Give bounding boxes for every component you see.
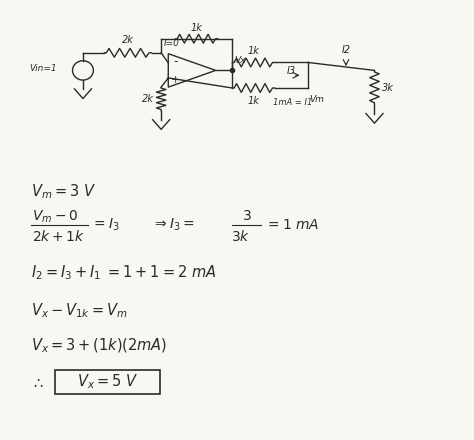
Text: $3$: $3$ — [242, 209, 251, 224]
Text: 1k: 1k — [247, 96, 260, 106]
Text: 1k: 1k — [191, 22, 203, 33]
Text: Vm: Vm — [309, 95, 324, 103]
Text: $V_m - 0$: $V_m - 0$ — [32, 208, 78, 225]
Text: +: + — [171, 75, 180, 84]
Text: $\therefore$: $\therefore$ — [31, 375, 44, 390]
Text: $I_2 = I_3 + I_1 \; = 1 + 1 = 2\ mA$: $I_2 = I_3 + I_1 \; = 1 + 1 = 2\ mA$ — [31, 264, 216, 282]
Text: I=0: I=0 — [164, 40, 179, 48]
Text: -: - — [173, 55, 178, 68]
Text: 1k: 1k — [247, 46, 260, 56]
Text: I2: I2 — [341, 44, 351, 55]
Text: Vin=1: Vin=1 — [29, 64, 57, 73]
Text: $3k$: $3k$ — [231, 229, 250, 244]
Text: 2k: 2k — [122, 35, 134, 45]
Text: $2k + 1k$: $2k + 1k$ — [32, 229, 85, 244]
Text: $\Rightarrow I_3 =$: $\Rightarrow I_3 =$ — [152, 217, 194, 234]
Text: $V_x = 5\ V$: $V_x = 5\ V$ — [77, 373, 138, 391]
Text: 1mA = I1: 1mA = I1 — [273, 98, 312, 106]
Text: $V_x = 3 + (1k)(2mA)$: $V_x = 3 + (1k)(2mA)$ — [31, 336, 167, 355]
Text: $V_m = 3\ V$: $V_m = 3\ V$ — [31, 182, 96, 201]
Text: Vx: Vx — [235, 56, 246, 65]
Text: $= I_3$: $= I_3$ — [91, 217, 119, 234]
Text: 2k: 2k — [142, 94, 154, 104]
Text: 3k: 3k — [382, 83, 393, 92]
Text: I3: I3 — [287, 66, 296, 76]
Text: $V_x - V_{1k} = V_m$: $V_x - V_{1k} = V_m$ — [31, 301, 128, 319]
Text: $= 1\ mA$: $= 1\ mA$ — [265, 218, 320, 232]
